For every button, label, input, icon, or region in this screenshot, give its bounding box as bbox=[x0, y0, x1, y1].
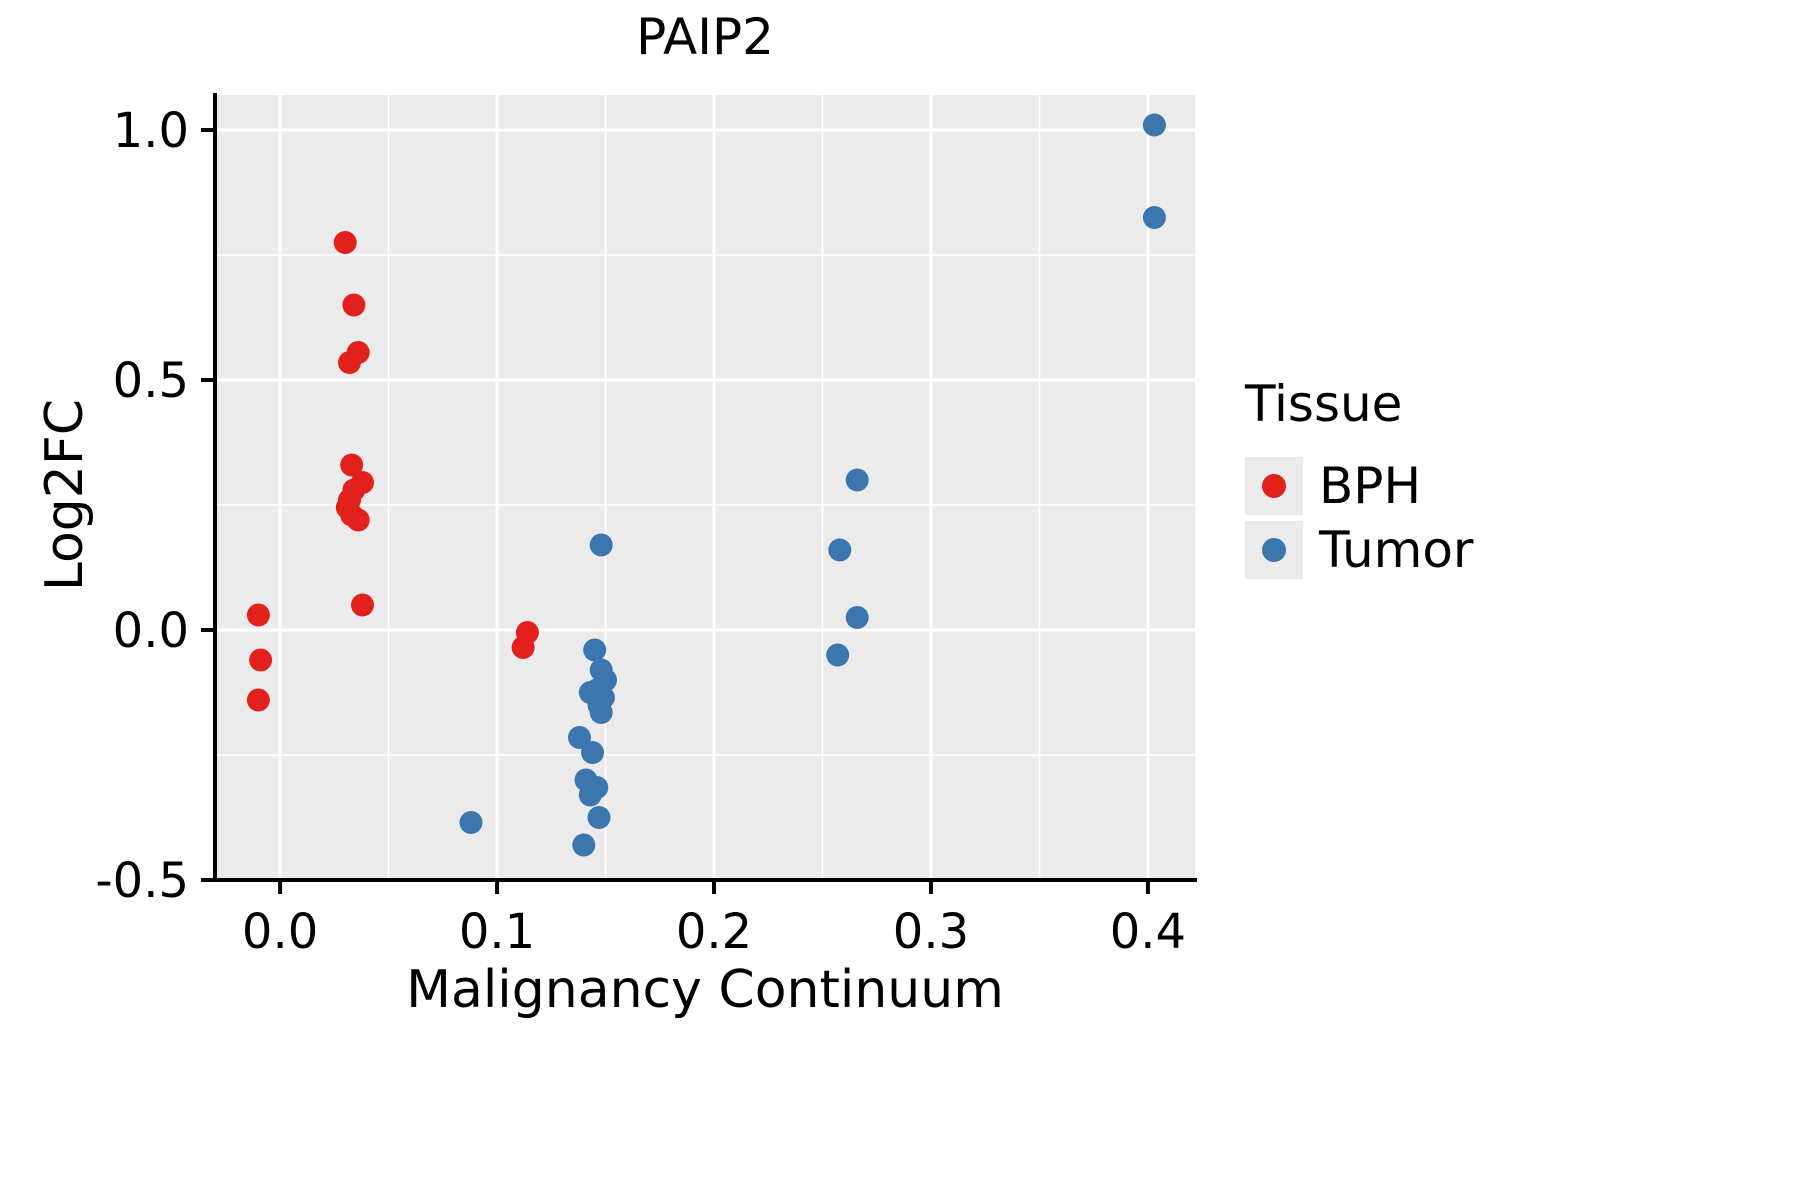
data-point-tumor bbox=[572, 833, 596, 857]
y-tick-label: 0.5 bbox=[113, 353, 189, 409]
plot-panel bbox=[215, 95, 1195, 880]
y-axis-label: Log2FC bbox=[35, 398, 95, 592]
legend: Tissue BPH Tumor bbox=[1245, 375, 1474, 579]
data-point-tumor bbox=[1142, 206, 1166, 229]
data-point-tumor bbox=[581, 741, 604, 764]
axis-lines bbox=[213, 93, 1197, 882]
legend-item-tumor: Tumor bbox=[1245, 521, 1474, 579]
x-tick-label: 0.4 bbox=[1110, 904, 1186, 960]
data-point-bph bbox=[340, 453, 364, 477]
legend-key-tumor bbox=[1245, 521, 1303, 579]
data-point-tumor bbox=[1142, 113, 1166, 137]
legend-label-tumor: Tumor bbox=[1319, 521, 1474, 579]
data-point-bph bbox=[246, 603, 270, 627]
data-point-tumor bbox=[828, 538, 852, 562]
data-point-tumor bbox=[578, 783, 602, 807]
minor-gridlines bbox=[215, 95, 1195, 880]
legend-key-bph bbox=[1245, 457, 1303, 515]
data-point-bph bbox=[342, 293, 366, 317]
data-point-bph bbox=[249, 648, 273, 672]
data-point-tumor bbox=[568, 726, 591, 749]
data-point-tumor bbox=[583, 638, 607, 662]
y-tick-label: 0.0 bbox=[113, 603, 189, 659]
data-point-tumor bbox=[459, 811, 483, 834]
x-tick-label: 0.3 bbox=[893, 904, 969, 960]
x-tick-label: 0.2 bbox=[676, 904, 752, 960]
data-point-bph bbox=[333, 231, 357, 254]
data-point-bph bbox=[338, 351, 361, 374]
legend-item-bph: BPH bbox=[1245, 457, 1474, 515]
data-point-bph bbox=[246, 688, 270, 712]
legend-title: Tissue bbox=[1245, 375, 1403, 433]
data-point-bph bbox=[346, 508, 370, 532]
tumor-dot-icon bbox=[1262, 538, 1286, 562]
y-tick-label: -0.5 bbox=[95, 853, 189, 909]
data-point-tumor bbox=[845, 606, 869, 629]
x-axis-label: Malignancy Continuum bbox=[406, 960, 1004, 1020]
data-point-tumor bbox=[589, 533, 613, 557]
series-tumor bbox=[459, 113, 1166, 857]
x-tick-labels: 0.0 0.1 0.2 0.3 0.4 bbox=[242, 904, 1186, 960]
bph-dot-icon bbox=[1262, 474, 1286, 498]
x-tick-label: 0.1 bbox=[459, 904, 535, 960]
data-point-tumor bbox=[589, 701, 613, 724]
legend-label-bph: BPH bbox=[1319, 457, 1422, 515]
data-point-tumor bbox=[587, 806, 611, 829]
chart-title: PAIP2 bbox=[636, 8, 774, 66]
y-tick-label: 1.0 bbox=[113, 103, 189, 159]
x-tick-label: 0.0 bbox=[242, 904, 318, 960]
major-gridlines bbox=[215, 95, 1195, 882]
data-point-tumor bbox=[845, 468, 869, 492]
y-tick-labels: -0.5 0.0 0.5 1.0 bbox=[95, 103, 189, 909]
data-point-bph bbox=[351, 593, 374, 617]
series-bph bbox=[246, 231, 539, 712]
data-point-tumor bbox=[826, 643, 850, 667]
tick-marks bbox=[201, 128, 1150, 894]
data-point-bph bbox=[511, 636, 535, 659]
